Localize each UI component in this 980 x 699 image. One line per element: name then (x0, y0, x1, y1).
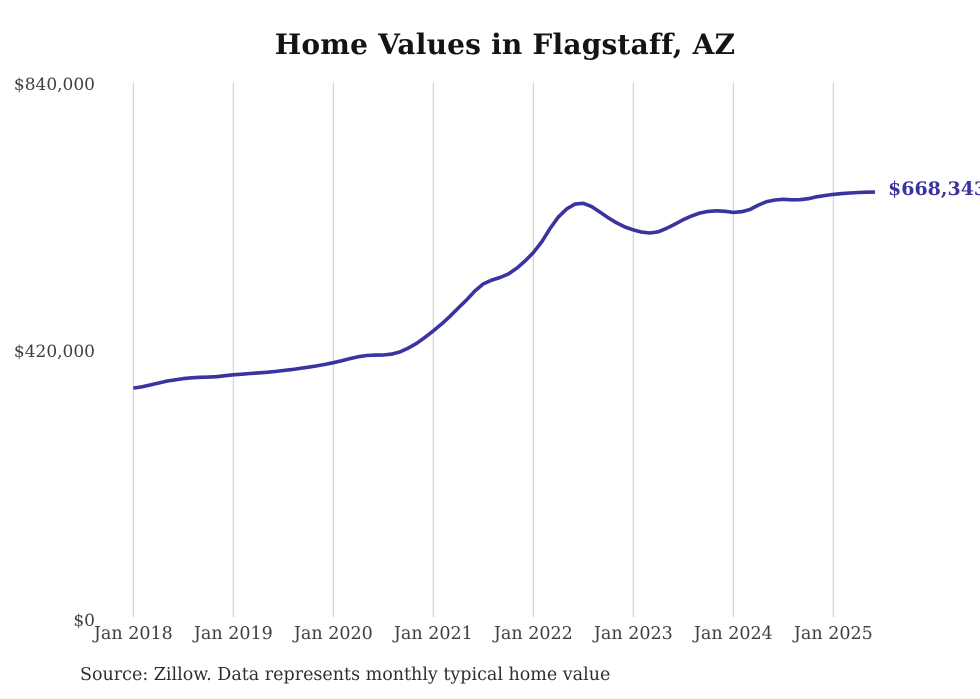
final-value-label: $668,343 (888, 178, 980, 201)
home-value-line (133, 190, 876, 390)
x-tick-label: Jan 2023 (593, 624, 673, 644)
y-tick-label: $420,000 (13, 342, 95, 362)
x-tick-label: Jan 2018 (93, 624, 173, 644)
x-tick-label: Jan 2025 (793, 624, 873, 644)
chart-title: Home Values in Flagstaff, AZ (274, 28, 736, 61)
x-tick-label: Jan 2022 (493, 624, 573, 644)
source-note: Source: Zillow. Data represents monthly … (80, 665, 611, 685)
x-tick-label: Jan 2021 (393, 624, 473, 644)
x-tick-label: Jan 2019 (193, 624, 273, 644)
y-tick-label: $840,000 (13, 75, 95, 95)
x-tick-label: Jan 2020 (293, 624, 373, 644)
x-tick-label: Jan 2024 (693, 624, 773, 644)
y-tick-label: $0 (73, 611, 95, 631)
